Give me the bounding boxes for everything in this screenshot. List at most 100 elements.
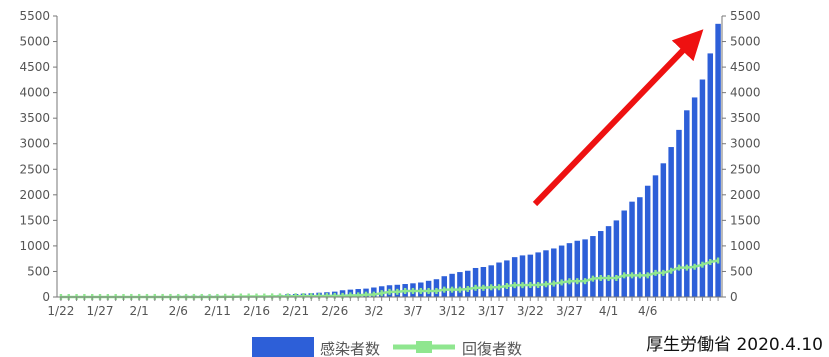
point-recovered <box>716 257 720 264</box>
y-tick-left: 0 <box>42 290 50 304</box>
point-recovered <box>458 286 462 293</box>
y-tick-right: 0 <box>730 290 738 304</box>
bar-cases <box>472 267 479 297</box>
point-recovered <box>482 284 485 291</box>
bar-cases <box>644 185 651 297</box>
x-tick-label: 4/1 <box>599 304 618 318</box>
legend-label-cases: 感染者数 <box>320 340 380 357</box>
point-recovered <box>630 272 634 279</box>
y-tick-right: 1000 <box>730 239 761 253</box>
point-recovered <box>662 269 665 276</box>
point-recovered <box>443 286 446 293</box>
point-recovered <box>576 278 579 285</box>
point-recovered <box>677 264 681 271</box>
point-recovered <box>521 282 524 289</box>
bar-cases <box>480 267 487 297</box>
axes: 0500100015002000250030003500400045005000… <box>19 9 760 318</box>
x-tick-label: 2/11 <box>204 304 231 318</box>
point-recovered <box>380 290 383 297</box>
bar-cases <box>684 110 690 297</box>
y-tick-left: 4500 <box>19 60 50 74</box>
y-tick-left: 4000 <box>19 86 50 100</box>
bar-cases <box>543 250 549 297</box>
point-recovered <box>396 288 399 295</box>
x-tick-label: 1/27 <box>87 304 114 318</box>
point-recovered <box>646 272 649 279</box>
point-recovered <box>505 283 509 290</box>
point-recovered <box>638 272 642 279</box>
bar-cases <box>551 248 557 297</box>
point-recovered <box>591 275 595 282</box>
point-recovered <box>669 267 673 274</box>
point-recovered <box>286 293 289 300</box>
point-recovered <box>419 287 422 294</box>
point-recovered <box>693 263 696 270</box>
point-recovered <box>294 293 297 300</box>
bar-cases <box>660 163 667 297</box>
bar-cases <box>637 197 643 297</box>
bar-cases <box>504 260 510 297</box>
x-tick-label: 3/17 <box>478 304 505 318</box>
legend: 感染者数 回復者数 <box>252 337 522 357</box>
x-tick-label: 3/7 <box>403 304 422 318</box>
bar-cases <box>496 262 502 297</box>
y-tick-left: 2500 <box>19 162 50 176</box>
point-recovered <box>474 284 477 291</box>
point-recovered <box>435 287 438 294</box>
bar-cases <box>457 272 463 297</box>
bar-cases <box>707 53 714 298</box>
bar-cases <box>511 257 518 297</box>
point-recovered <box>302 293 305 300</box>
y-tick-left: 5000 <box>19 35 50 49</box>
bar-cases <box>519 255 526 297</box>
point-recovered <box>364 291 368 298</box>
point-recovered <box>544 281 548 288</box>
point-recovered <box>278 293 282 300</box>
bar-cases <box>488 265 494 297</box>
y-tick-right: 2000 <box>730 188 761 202</box>
y-tick-right: 1500 <box>730 213 761 227</box>
x-tick-label: 3/12 <box>439 304 466 318</box>
point-recovered <box>388 288 391 295</box>
bar-cases <box>715 23 721 297</box>
bar-cases <box>527 254 534 297</box>
legend-label-recovered: 回復者数 <box>462 340 522 357</box>
x-tick-label: 4/6 <box>638 304 657 318</box>
point-recovered <box>685 264 688 271</box>
x-tick-label: 2/21 <box>282 304 309 318</box>
point-recovered <box>325 292 329 299</box>
x-tick-label: 2/6 <box>169 304 188 318</box>
y-tick-right: 3500 <box>730 111 761 125</box>
x-tick-label: 3/22 <box>517 304 544 318</box>
point-recovered <box>497 284 501 291</box>
bar-cases <box>449 273 455 297</box>
y-tick-left: 5500 <box>19 9 50 23</box>
y-tick-left: 1500 <box>19 213 50 227</box>
source-credit: 厚生労働省 2020.4.10 <box>646 335 823 355</box>
bar-cases <box>699 79 706 297</box>
point-recovered <box>513 282 516 289</box>
y-tick-right: 5000 <box>730 35 761 49</box>
y-tick-right: 2500 <box>730 162 761 176</box>
bar-cases <box>613 220 620 297</box>
point-recovered <box>529 281 532 288</box>
bar-cases <box>566 243 573 297</box>
x-tick-label: 3/2 <box>364 304 383 318</box>
point-recovered <box>466 285 469 292</box>
bar-cases <box>558 245 565 297</box>
point-recovered <box>615 274 618 281</box>
point-recovered <box>654 269 657 276</box>
y-tick-right: 4500 <box>730 60 761 74</box>
y-tick-right: 4000 <box>730 86 761 100</box>
bar-cases <box>535 252 541 297</box>
point-recovered <box>270 293 274 300</box>
point-recovered <box>583 278 587 285</box>
point-recovered <box>333 292 336 299</box>
bar-cases <box>598 231 604 297</box>
y-tick-right: 500 <box>730 264 753 278</box>
point-recovered <box>560 279 563 286</box>
x-tick-label: 1/22 <box>47 304 74 318</box>
point-recovered <box>403 287 407 294</box>
point-recovered <box>623 272 626 279</box>
